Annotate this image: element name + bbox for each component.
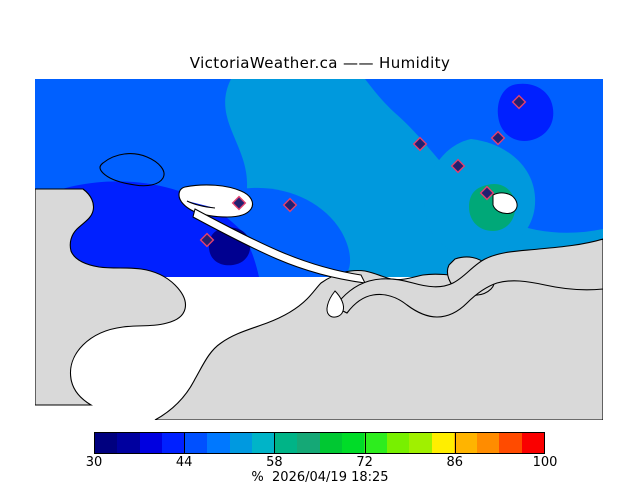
colorbar-swatch: [386, 433, 410, 453]
colorbar-swatch: [454, 433, 477, 453]
colorbar-swatch: [297, 433, 320, 453]
colorbar-swatch: [184, 433, 208, 453]
humidity-contour-map: [35, 79, 603, 420]
station-marker[interactable]: [199, 232, 215, 248]
land-layer: [35, 153, 603, 420]
colorbar-swatch: [409, 433, 432, 453]
colorbar-swatch: [162, 433, 185, 453]
colorbar: 30 44 58 72 86 100 % 2026/04/19 18:25: [0, 425, 640, 485]
contour-blob-37-44-ne: [497, 83, 554, 141]
colorbar-swatch: [521, 433, 544, 453]
colorbar-tick-label: 100: [532, 455, 558, 470]
colorbar-swatch: [274, 433, 298, 453]
colorbar-swatch: [139, 433, 163, 453]
colorbar-swatch: [229, 433, 253, 453]
colorbar-swatches: [94, 432, 545, 454]
colorbar-tick-label: 86: [446, 455, 464, 470]
island-outline-nw: [99, 153, 165, 187]
colorbar-swatch: [319, 433, 342, 453]
station-marker[interactable]: [479, 185, 495, 201]
colorbar-tick-label: 44: [175, 455, 193, 470]
station-marker[interactable]: [490, 130, 506, 146]
colorbar-swatch: [207, 433, 230, 453]
station-marker[interactable]: [231, 195, 247, 211]
colorbar-swatch: [499, 433, 522, 453]
peninsula-spit: [178, 184, 254, 218]
page-title: VictoriaWeather.ca —— Humidity: [189, 54, 451, 72]
colorbar-swatch: [95, 433, 118, 453]
landmass-east-bay: [334, 238, 603, 318]
island-outline-ne: [492, 192, 518, 214]
colorbar-swatch: [431, 433, 455, 453]
colorbar-swatch: [364, 433, 387, 453]
colorbar-swatch: [117, 433, 140, 453]
colorbar-swatch: [252, 433, 275, 453]
colorbar-tick-labels: 30 44 58 72 86 100: [0, 455, 640, 471]
contour-field: [35, 79, 603, 277]
colorbar-swatch: [341, 433, 365, 453]
landmass-victoria: [35, 188, 187, 406]
station-marker[interactable]: [412, 136, 428, 152]
station-marker[interactable]: [282, 197, 298, 213]
map-canvas: [35, 79, 603, 420]
station-marker[interactable]: [511, 94, 527, 110]
bay-notch: [326, 290, 344, 318]
colorbar-tick-label: 72: [356, 455, 373, 470]
colorbar-caption: % 2026/04/19 18:25: [251, 470, 389, 485]
colorbar-tick-label: 58: [266, 455, 283, 470]
station-markers: [199, 94, 527, 248]
colorbar-tick-label: 30: [85, 455, 103, 470]
colorbar-swatch: [476, 433, 500, 453]
station-marker[interactable]: [450, 158, 466, 174]
